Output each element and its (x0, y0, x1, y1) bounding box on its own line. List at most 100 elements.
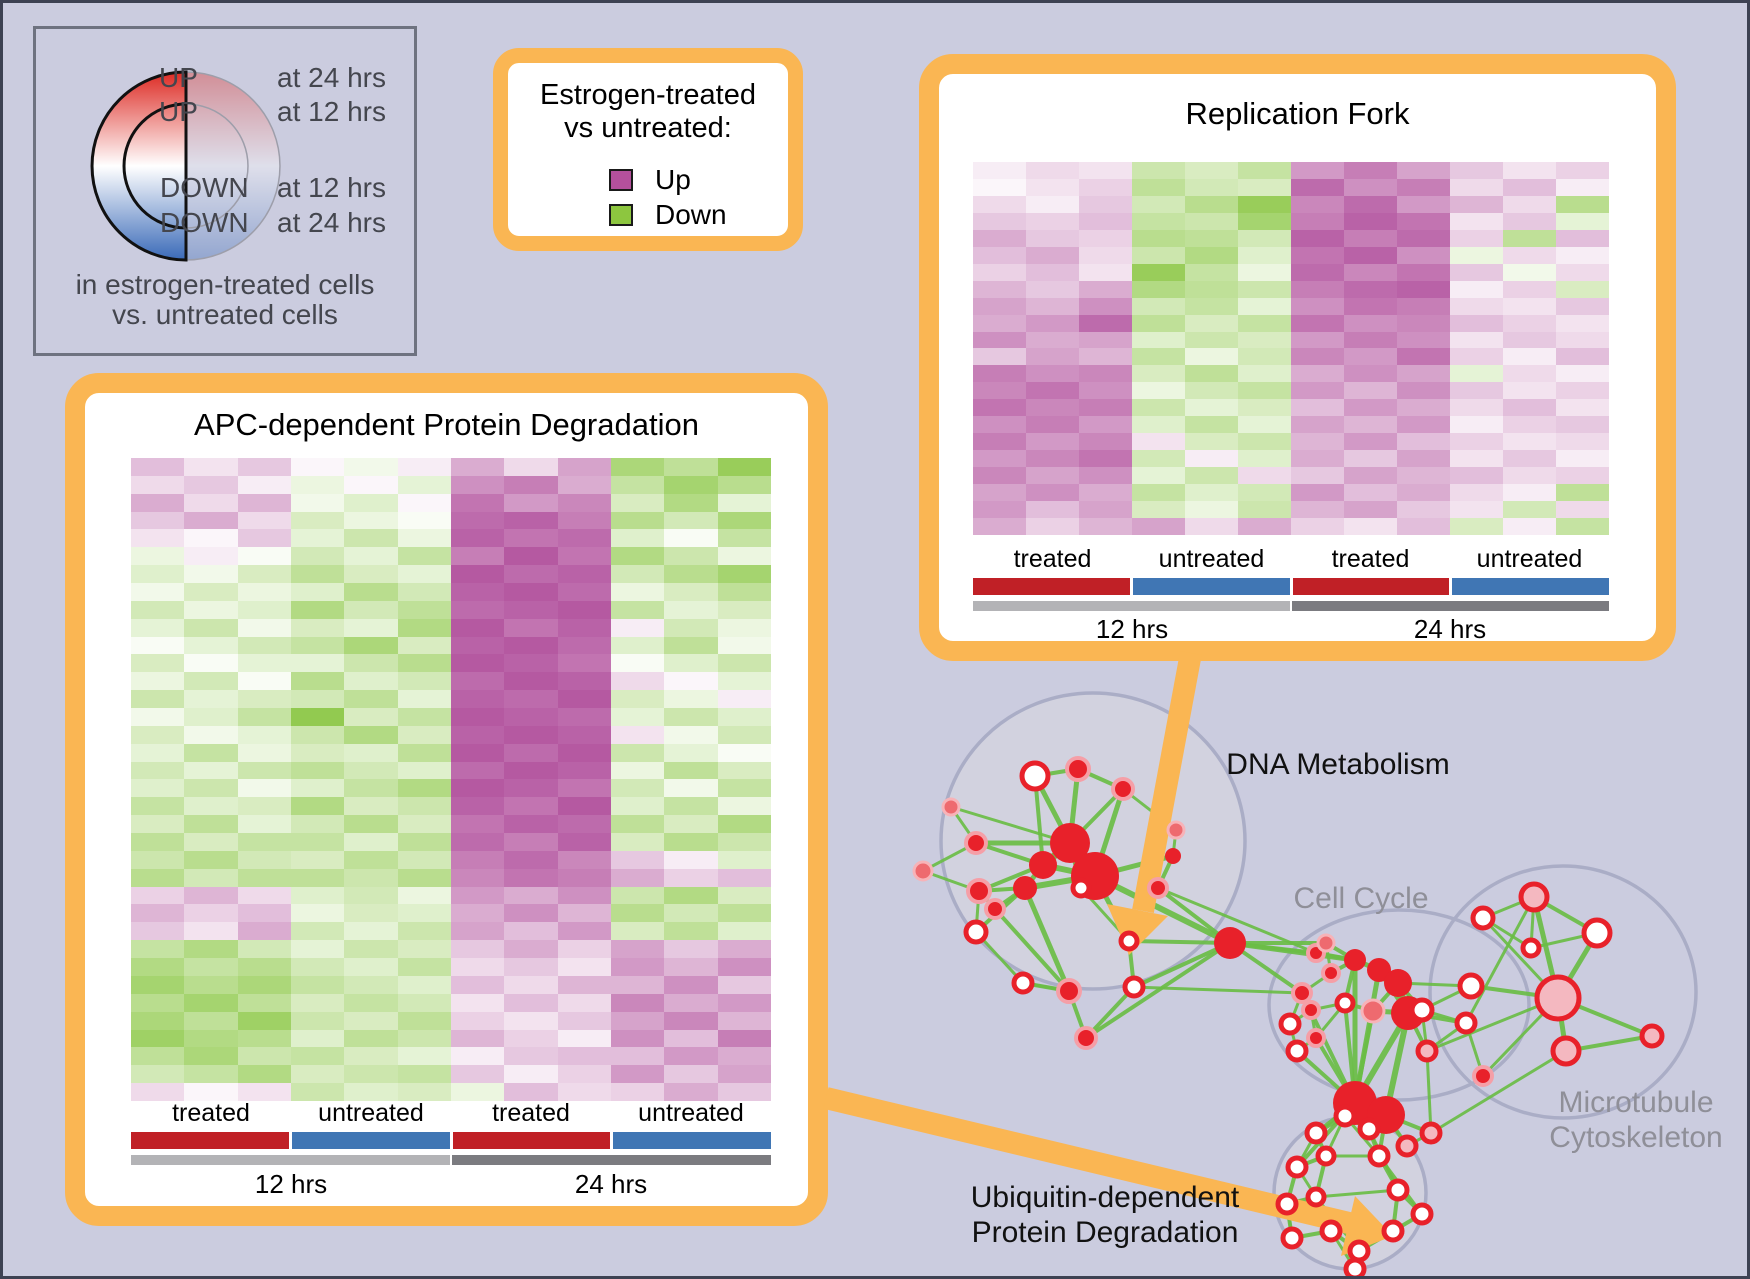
heatmap-cell (717, 761, 771, 780)
heatmap-cell (1238, 450, 1291, 468)
heatmap-cell (717, 529, 771, 548)
network-edge (1464, 1022, 1485, 1077)
heatmap-cell (1079, 501, 1132, 519)
heatmap-cell (237, 761, 291, 780)
heatmap-cell (557, 1047, 611, 1066)
network-edge (1377, 1155, 1400, 1191)
heatmap-cell (131, 797, 185, 816)
heatmap-cell (450, 1011, 505, 1030)
heatmap-cell (717, 958, 771, 976)
heatmap-cell (131, 636, 185, 655)
heatmap-cell (344, 779, 398, 798)
heatmap-cell (1556, 314, 1609, 332)
heatmap-cell (1291, 450, 1344, 468)
heatmap-cell (557, 1065, 611, 1084)
gene-node (1381, 1219, 1405, 1243)
heatmap-cell (504, 779, 558, 798)
heatmap-row (973, 229, 1609, 247)
heatmap-cell (610, 1029, 665, 1048)
heatmap-cell (344, 529, 398, 548)
network-edge (1156, 855, 1175, 889)
heatmap-cell (131, 672, 185, 691)
network-edge (922, 841, 977, 873)
heatmap-cell (557, 850, 611, 869)
heatmap-cell (664, 922, 718, 941)
heatmap-cell (1556, 178, 1609, 196)
heatmap-cell (610, 708, 665, 726)
heatmap-cell (1503, 518, 1556, 535)
rf-heatmap-panel: Replication Fork treated untreated treated… (919, 54, 1676, 661)
heatmap-cell (557, 940, 611, 959)
heatmap-cell (1079, 518, 1132, 535)
heatmap-cell (1450, 229, 1503, 247)
gene-node (1367, 1144, 1391, 1168)
heatmap-cell (290, 1029, 345, 1048)
heatmap-cell (557, 975, 611, 994)
heatmap-cell (610, 529, 665, 548)
heatmap-cell (344, 636, 398, 655)
heatmap-cell (184, 1065, 238, 1084)
gene-node (1347, 1239, 1371, 1263)
heatmap-cell (1291, 518, 1344, 535)
rf-heatmap-grid (973, 162, 1609, 535)
heatmap-cell (717, 690, 771, 709)
heatmap-cell (1450, 178, 1503, 196)
heatmap-cell (184, 779, 238, 798)
heatmap-cell (290, 708, 345, 726)
heatmap-cell (504, 940, 558, 959)
network-edge (1093, 873, 1232, 946)
heatmap-cell (1185, 246, 1238, 264)
network-edge (1377, 1114, 1388, 1157)
gene-node (1074, 1026, 1098, 1050)
updown-legend-title-line2: vs untreated: (564, 112, 732, 144)
network-edge (1481, 996, 1560, 1078)
network-edge (1122, 787, 1177, 832)
heatmap-cell (1132, 484, 1185, 502)
heatmap-cell (973, 331, 1026, 349)
gene-node (1333, 1081, 1377, 1125)
heatmap-cell (131, 779, 185, 798)
network-edge (1406, 1131, 1432, 1148)
network-edge (1229, 940, 1356, 963)
heatmap-cell (1344, 263, 1397, 281)
heatmap-cell (397, 993, 451, 1012)
network-edge (1156, 886, 1232, 945)
heatmap-cell (973, 501, 1026, 519)
heatmap-cell (237, 940, 291, 959)
up-label: Up (655, 164, 691, 195)
heatmap-cell (1238, 297, 1291, 315)
network-edge (1470, 984, 1559, 1000)
network-edge (1295, 1132, 1318, 1168)
heatmap-cell (1450, 501, 1503, 519)
heatmap-cell (1026, 178, 1079, 196)
network-edge (1396, 1188, 1424, 1216)
heatmap-cell (664, 904, 718, 923)
heatmap-cell (1344, 484, 1397, 502)
heatmap-cell (1132, 212, 1185, 230)
heatmap-cell (450, 600, 505, 619)
heatmap-cell (973, 178, 1026, 196)
gene-node (1285, 1155, 1309, 1179)
time-bar (1292, 601, 1609, 611)
network-edge (1296, 1154, 1327, 1169)
heatmap-cell (504, 458, 558, 476)
heatmap-cell (1185, 450, 1238, 468)
heatmap-cell (973, 399, 1026, 417)
scale-caption-line1: in estrogen-treated cells (75, 269, 375, 300)
heatmap-cell (344, 1065, 398, 1084)
heatmap-cell (717, 1065, 771, 1084)
heatmap-cell (131, 654, 185, 673)
heatmap-cell (1397, 450, 1450, 468)
heatmap-cell (397, 1047, 451, 1066)
heatmap-cell (450, 618, 505, 637)
heatmap-cell (450, 743, 505, 762)
solid-left-half (90, 70, 188, 262)
heatmap-cell (1132, 518, 1185, 535)
heatmap-cell (237, 922, 291, 941)
heatmap-cell (1503, 382, 1556, 400)
heatmap-cell (184, 618, 238, 637)
heatmap-cell (557, 743, 611, 762)
heatmap-cell (1291, 263, 1344, 281)
heatmap-cell (664, 475, 718, 494)
heatmap-cell (610, 975, 665, 994)
